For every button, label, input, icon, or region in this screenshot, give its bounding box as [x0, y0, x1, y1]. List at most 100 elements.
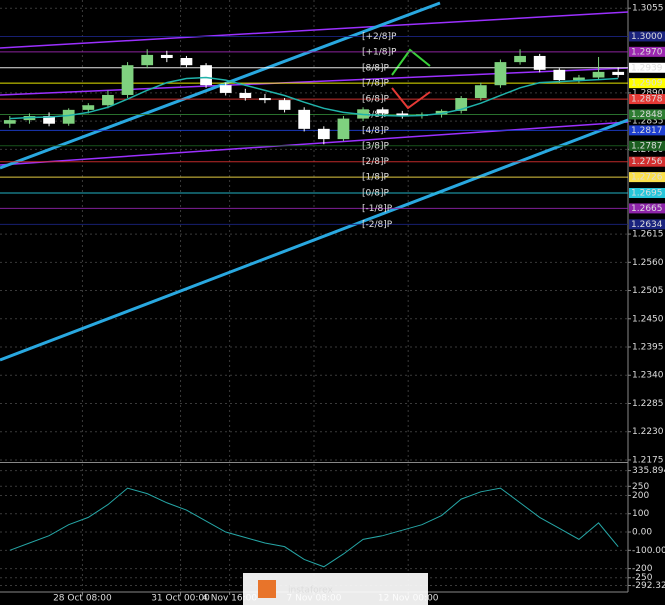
candle-body [573, 77, 585, 81]
price-box [629, 46, 665, 57]
murrey-level-name: [3/8]P [362, 141, 390, 151]
x-tick-label: 28 Oct 08:00 [53, 594, 112, 604]
watermark: instaforex [288, 586, 333, 596]
candle-body [612, 71, 625, 75]
candle-body [592, 71, 605, 78]
cci-line [9, 487, 619, 568]
candle-body [160, 54, 173, 59]
candle-body [435, 110, 448, 115]
candle-body [180, 58, 193, 66]
purple-line [0, 121, 629, 166]
purple-line [0, 67, 629, 96]
candle-body [141, 54, 154, 66]
candle-body [337, 118, 350, 140]
price-box-label: 1.2787 [631, 141, 663, 151]
price-box [629, 62, 665, 73]
price-box-label: 1.2634 [631, 220, 663, 230]
price-box-label: 1.2726 [631, 173, 663, 183]
y-tick-label: 1.2505 [632, 286, 664, 296]
price-box-label: 1.2909 [631, 79, 663, 89]
candle-body [553, 69, 566, 81]
murrey-level-name: [0/8]P [362, 189, 390, 199]
y-tick-label: 1.2560 [632, 258, 664, 268]
candle-body [62, 109, 75, 124]
price-box-label: 1.2939 [631, 63, 663, 73]
price-box [629, 156, 665, 167]
y-tick-label: 1.2285 [632, 399, 664, 409]
price-box [629, 125, 665, 136]
candle-body [239, 92, 252, 99]
candle-body [219, 85, 232, 93]
candle-body [200, 65, 212, 86]
y-tick-label: 1.2615 [632, 230, 664, 240]
price-box [629, 172, 665, 183]
price-box [629, 109, 665, 120]
y-tick-label: 200 [632, 491, 649, 501]
price-box-label: 1.2970 [631, 47, 663, 57]
price-box [629, 219, 665, 230]
murrey-level-name: [6/8]P [362, 95, 390, 105]
y-tick-label: -200 [632, 564, 653, 574]
candle-body [121, 65, 134, 95]
y-tick-label: -250 [632, 573, 653, 583]
y-tick-label: 0.00 [632, 528, 652, 538]
x-tick-label: 31 Oct 00:00 [151, 594, 210, 604]
y-tick-label: 1.2230 [632, 427, 664, 437]
candle-body [298, 109, 311, 129]
candle-body [3, 120, 16, 124]
y-tick-label: 1.2395 [632, 343, 664, 353]
y-tick-label: 335.8946 [632, 466, 665, 476]
candle-body [376, 109, 389, 114]
candle-body [533, 55, 546, 70]
murrey-level-name: [8/8]P [362, 63, 390, 73]
y-tick-label: 100 [632, 509, 649, 519]
price-box [629, 94, 665, 105]
y-tick-label: 1.2340 [632, 371, 664, 381]
candle-body [102, 94, 114, 106]
candle-body [317, 128, 330, 140]
price-box-label: 1.2665 [631, 204, 663, 214]
candle-body [494, 62, 507, 86]
y-tick-label: -292.324 [632, 581, 665, 591]
price-box [629, 188, 665, 199]
y-tick-label: 1.2835 [632, 117, 664, 127]
candle-body [396, 113, 409, 117]
candle-body [474, 85, 487, 99]
price-box-label: 1.2878 [631, 95, 663, 105]
y-tick-label: 250 [632, 482, 649, 492]
candle-body [514, 55, 526, 63]
y-tick-label: 1.2175 [632, 455, 664, 465]
price-box-label: 1.2695 [631, 189, 663, 199]
price-box-label: 1.2756 [631, 157, 663, 167]
price-box [629, 78, 665, 89]
candle-body [43, 116, 55, 124]
price-box-label: 1.3000 [631, 32, 663, 42]
y-tick-label: 1.2450 [632, 314, 664, 324]
murrey-level-name: [7/8]P [362, 79, 390, 89]
murrey-level-name: [4/8]P [362, 126, 390, 136]
x-tick-label: 4 Nov 16:00 [202, 594, 257, 604]
price-box [629, 203, 665, 214]
price-box-label: 1.2848 [631, 110, 663, 120]
murrey-level-name: [-1/8]P [362, 204, 393, 214]
candle-body [278, 100, 291, 110]
murrey-level-name: [1/8]P [362, 173, 390, 183]
forecast-arrow-up [391, 48, 431, 76]
moving-average [9, 76, 619, 120]
candle-body [259, 98, 271, 101]
murrey-level-name: [2/8]P [362, 157, 390, 167]
price-box [629, 140, 665, 151]
price-box-label: 1.2817 [631, 126, 663, 136]
candle-body [455, 98, 468, 111]
blue-channel-line [0, 118, 629, 362]
y-tick-label: -100.00 [632, 546, 665, 556]
murrey-level-name: [-2/8]P [362, 220, 393, 230]
purple-line [0, 11, 629, 49]
price-box [629, 31, 665, 42]
y-tick-label: 1.2890 [632, 88, 664, 98]
murrey-level-name: [+1/8]P [362, 47, 397, 57]
forecast-arrow-down [391, 87, 431, 110]
candle-body [82, 105, 95, 110]
